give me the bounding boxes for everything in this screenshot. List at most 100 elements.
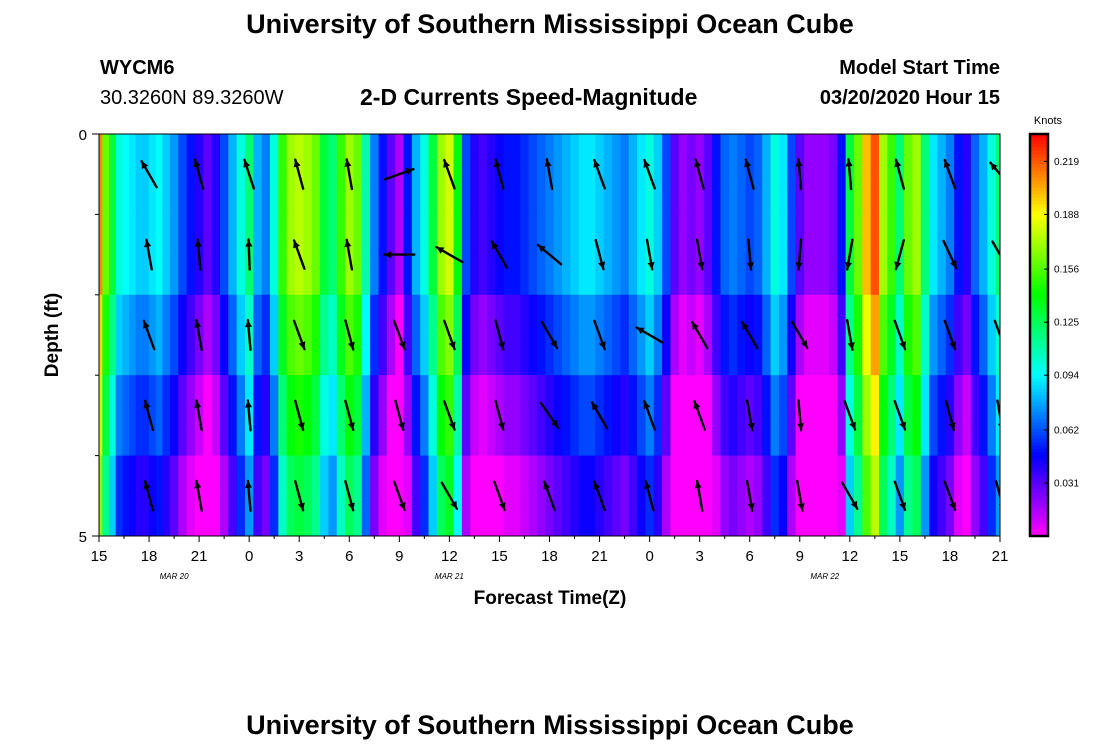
heatmap-cell xyxy=(99,375,103,457)
heatmap-cell xyxy=(253,455,263,536)
arrow-head xyxy=(550,340,557,348)
heatmap-cell xyxy=(803,455,813,536)
colorbar-segment xyxy=(1030,147,1048,152)
heatmap-cell xyxy=(453,294,463,376)
colorbar-segment xyxy=(1030,234,1048,239)
colorbar-segment xyxy=(1030,284,1048,289)
heatmap-cell xyxy=(303,214,313,296)
heatmap-cell xyxy=(879,294,888,376)
heatmap-cell xyxy=(511,214,521,296)
arrow-head xyxy=(498,502,506,510)
colorbar-segment xyxy=(1030,224,1048,229)
current-arrow xyxy=(194,319,203,351)
heatmap-cell xyxy=(937,455,947,536)
heatmap-cell xyxy=(828,294,838,376)
heatmap-cell xyxy=(803,375,813,457)
colorbar-segment xyxy=(1030,442,1048,447)
x-tick-label: 21 xyxy=(591,548,608,565)
heatmap-cell xyxy=(929,375,939,457)
heatmap-cell xyxy=(778,294,788,376)
arrow-head xyxy=(593,481,601,490)
heatmap-cell xyxy=(562,134,571,215)
heatmap-cell xyxy=(278,294,288,376)
heatmap-cell xyxy=(336,455,346,536)
current-arrow xyxy=(635,326,664,344)
heatmap-cell xyxy=(420,134,430,215)
heatmap-cell xyxy=(129,455,137,536)
heatmap-cell xyxy=(278,214,288,296)
heatmap-cell xyxy=(169,455,179,536)
heatmap-cell xyxy=(662,455,672,536)
heatmap-cell xyxy=(720,294,730,376)
colorbar: 0.219 0.188 0.156 0.125 0.094 0.062 0.031 xyxy=(1028,132,1079,538)
arrow-head xyxy=(297,502,305,511)
heatmap-cell xyxy=(762,134,772,215)
arrow-head xyxy=(894,261,902,270)
colorbar-segment xyxy=(1030,324,1048,329)
heatmap-cell xyxy=(737,375,747,457)
x-tick-label: 6 xyxy=(746,548,754,565)
heatmap-cell xyxy=(937,214,947,296)
heatmap-cell xyxy=(99,294,103,376)
arrow-head xyxy=(899,421,906,430)
heatmap-cell xyxy=(920,455,930,536)
colorbar-segment xyxy=(1030,345,1048,349)
heatmap-cell xyxy=(99,455,103,536)
arrow-head xyxy=(498,422,505,430)
arrow-head xyxy=(948,422,956,430)
heatmap-cell xyxy=(628,375,638,457)
colorbar-segment xyxy=(1030,469,1048,473)
colorbar-segment xyxy=(1030,371,1048,376)
heatmap-cell xyxy=(320,134,330,215)
heatmap-cell xyxy=(228,375,238,457)
heatmap-cell xyxy=(386,294,396,376)
current-arrow xyxy=(194,399,203,432)
heatmap-cell xyxy=(453,214,463,296)
current-arrow xyxy=(536,243,563,266)
colorbar-tick-label: 0.094 xyxy=(1054,371,1079,382)
current-arrow xyxy=(741,320,759,350)
current-arrow xyxy=(745,399,755,432)
heatmap-cell xyxy=(728,134,738,215)
heatmap-cell xyxy=(854,214,863,296)
heatmap-cell xyxy=(328,294,338,376)
heatmap-cell xyxy=(720,214,730,296)
colorbar-segment xyxy=(1030,304,1048,309)
heatmap-cell xyxy=(979,455,989,536)
y-tick-label: 0 xyxy=(79,127,87,144)
colorbar-segment xyxy=(1030,455,1048,460)
arrow-head xyxy=(697,261,705,270)
arrow-head xyxy=(543,481,551,490)
colorbar-segment xyxy=(1030,177,1048,182)
heatmap-cell xyxy=(361,375,371,457)
colorbar-segment xyxy=(1030,378,1048,383)
heatmap-cell xyxy=(787,455,797,536)
heatmap-cell xyxy=(129,214,137,296)
current-arrow xyxy=(344,238,354,271)
heatmap-cell xyxy=(135,214,143,296)
colorbar-segment xyxy=(1030,254,1048,259)
heatmap-cell xyxy=(678,375,688,457)
heatmap-cell xyxy=(403,375,413,457)
colorbar-segment xyxy=(1030,475,1048,480)
heatmap-cell xyxy=(503,134,513,215)
heatmap-cell xyxy=(211,375,221,457)
heatmap-cell xyxy=(411,294,421,376)
colorbar-segment xyxy=(1030,278,1048,282)
heatmap-cell xyxy=(186,214,196,296)
colorbar-segment xyxy=(1030,321,1048,326)
heatmap-cell xyxy=(336,134,346,215)
colorbar-segment xyxy=(1030,351,1048,356)
heatmap-cell xyxy=(478,375,488,457)
heatmap-cell xyxy=(186,375,196,457)
heatmap-cell xyxy=(203,134,213,215)
heatmap-cell xyxy=(135,375,143,457)
heatmap-cell xyxy=(803,214,813,296)
arrow-head xyxy=(844,261,852,270)
current-arrow xyxy=(745,479,755,512)
colorbar-segment xyxy=(1030,311,1048,316)
colorbar-segment xyxy=(1030,502,1048,507)
heatmap-cell xyxy=(720,455,730,536)
heatmap-cell xyxy=(662,214,672,296)
heatmap-cell xyxy=(904,375,913,457)
